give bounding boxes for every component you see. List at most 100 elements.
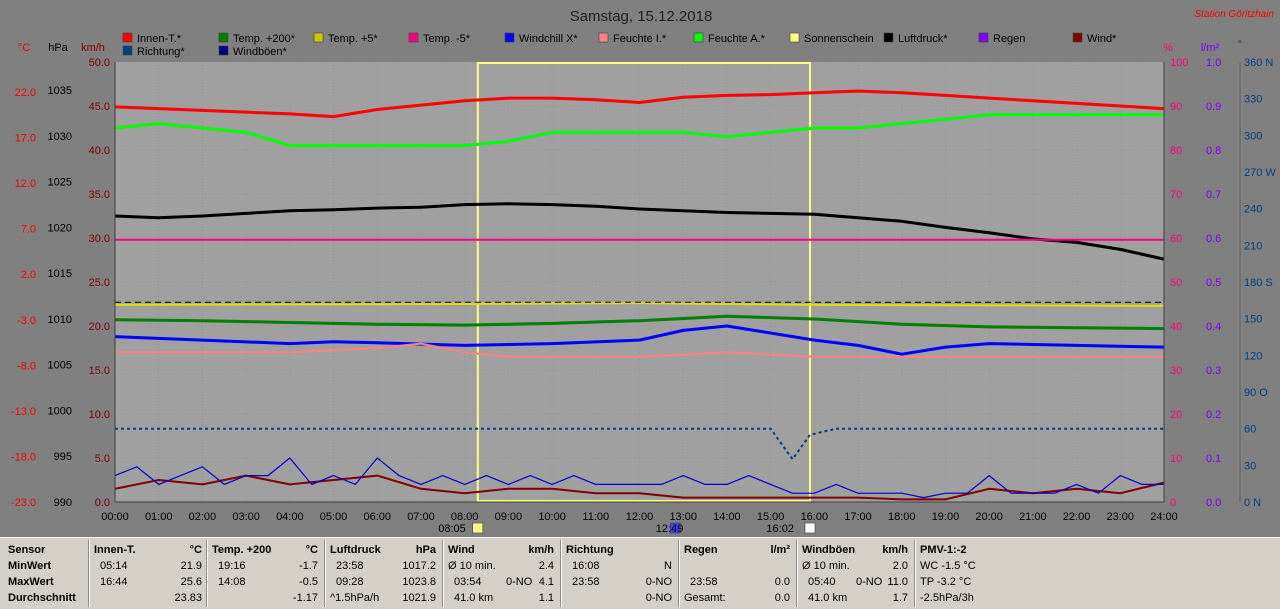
boen-distance: 41.0 km	[808, 592, 848, 604]
tick-dir: 360 N	[1244, 57, 1273, 69]
tick-rain: 0.1	[1206, 453, 1221, 465]
tick-c: 12.0	[15, 178, 36, 190]
tick-c: 2.0	[21, 269, 36, 281]
legend-swatch	[313, 32, 324, 43]
stats-labels: Sensor MinWert MaxWert Durchschnitt	[8, 538, 88, 609]
tick-rain: 0.2	[1206, 409, 1221, 421]
series-line-6	[114, 324, 1165, 356]
tick-c: -3.0	[17, 315, 36, 327]
temp200-min-time: 19:16	[218, 560, 246, 572]
tick-time: 19:00	[932, 511, 960, 523]
label-min: MinWert	[8, 560, 52, 572]
innen-min-time: 05:14	[100, 560, 128, 572]
tick-hpa: 1005	[48, 360, 72, 372]
temp200-min: -1.7	[299, 560, 318, 572]
luft-min: 1017.2	[402, 560, 436, 572]
label-max: MaxWert	[8, 576, 54, 588]
legend-label: Feuchte A.*	[708, 33, 766, 45]
tick-pct: 70	[1170, 189, 1182, 201]
richtung-min: N	[664, 560, 672, 572]
wind-max-dir: 0-NO	[506, 576, 533, 588]
luft-trend: ^1.5hPa/h	[330, 592, 380, 604]
innen-max-time: 16:44	[100, 576, 128, 588]
legend-label: Temp. +5*	[328, 33, 379, 45]
tick-hpa: 1015	[48, 268, 72, 280]
legend-swatch	[408, 32, 419, 43]
legend-label: Feuchte I.*	[613, 33, 667, 45]
regen-total: 0.0	[774, 592, 790, 604]
pmv-windchill: WC -1.5 °C	[920, 560, 976, 572]
tick-time: 18:00	[888, 511, 916, 523]
series-line-9	[114, 474, 1165, 501]
legend-swatch	[598, 32, 609, 43]
tick-time: 24:00	[1150, 511, 1178, 523]
temp200-unit: °C	[305, 544, 318, 556]
label-avg: Durchschnitt	[8, 592, 76, 604]
tick-dir: 180 S	[1244, 277, 1273, 289]
tick-hpa: 1010	[48, 314, 72, 326]
series-line-10	[114, 457, 1164, 499]
tick-time: 09:00	[495, 511, 523, 523]
luft-min-time: 23:58	[336, 560, 364, 572]
axis-unit-rain: l/m²	[1201, 42, 1220, 54]
stats-innen: Innen-T. °C 05:14 21.9 16:44 25.6 23.83	[94, 538, 202, 609]
tick-kmh: 35.0	[89, 189, 110, 201]
wind-avg: 1.1	[538, 592, 554, 604]
richtung-title: Richtung	[566, 544, 614, 556]
richtung-avg: 0-NO	[645, 592, 672, 604]
tick-c: -23.0	[11, 497, 36, 509]
wind-min-label: Ø 10 min.	[448, 560, 496, 572]
tick-hpa: 1030	[48, 131, 72, 143]
tick-rain: 0.4	[1206, 321, 1221, 333]
boen-max-time: 05:40	[808, 576, 836, 588]
tick-c: 17.0	[15, 133, 36, 145]
tick-pct: 30	[1170, 365, 1182, 377]
legend-swatch	[1072, 32, 1083, 43]
temp200-max: -0.5	[299, 576, 318, 588]
legend-label: Temp. +200*	[233, 33, 296, 45]
axis-unit-dir: °	[1238, 39, 1242, 51]
tick-time: 08:00	[451, 511, 479, 523]
regen-unit: l/m²	[770, 544, 790, 556]
sunrise-marker	[472, 522, 484, 534]
pmv-dewpoint: TP -3.2 °C	[920, 576, 972, 588]
tick-hpa: 1000	[48, 405, 72, 417]
tick-rain: 0.6	[1206, 233, 1221, 245]
solar-noon-time: 12:49	[656, 523, 684, 535]
tick-time: 15:00	[757, 511, 785, 523]
tick-kmh: 20.0	[89, 321, 110, 333]
wind-unit: km/h	[528, 544, 554, 556]
tick-time: 06:00	[363, 511, 391, 523]
series-line-1	[114, 113, 1164, 148]
tick-time: 00:00	[101, 511, 129, 523]
tick-kmh: 30.0	[89, 233, 110, 245]
statistics-panel: Sensor MinWert MaxWert Durchschnitt Inne…	[0, 537, 1280, 609]
tick-dir: 150	[1244, 314, 1262, 326]
tick-time: 17:00	[844, 511, 872, 523]
tick-rain: 0.3	[1206, 365, 1221, 377]
series-line-2	[114, 202, 1165, 261]
innen-min: 21.9	[180, 560, 202, 572]
boen-max: 11.0	[887, 576, 908, 588]
label-sensor: Sensor	[8, 544, 46, 556]
luft-unit: hPa	[415, 544, 436, 556]
stats-luftdruck: Luftdruck hPa 23:58 1017.2 09:28 1023.8 …	[330, 538, 436, 609]
series-line-0	[114, 89, 1165, 119]
tick-pct: 90	[1170, 101, 1182, 113]
tick-kmh: 50.0	[89, 57, 110, 69]
tick-c: -18.0	[11, 451, 36, 463]
tick-rain: 0.5	[1206, 277, 1221, 289]
tick-hpa: 1035	[48, 85, 72, 97]
regen-title: Regen	[684, 544, 718, 556]
axis-unit-pct: %	[1163, 42, 1173, 54]
axis-unit-hpa: hPa	[48, 42, 68, 54]
series-line-8	[115, 427, 1164, 461]
tick-time: 14:00	[713, 511, 741, 523]
tick-dir: 210	[1244, 240, 1262, 252]
legend-swatch	[789, 32, 800, 43]
stats-regen: Regen l/m² 23:58 0.0 Gesamt: 0.0	[684, 538, 790, 609]
tick-pct: 10	[1170, 453, 1182, 465]
sunshine-period	[476, 62, 811, 502]
regen-max-time: 23:58	[690, 576, 718, 588]
tick-kmh: 15.0	[89, 365, 110, 377]
